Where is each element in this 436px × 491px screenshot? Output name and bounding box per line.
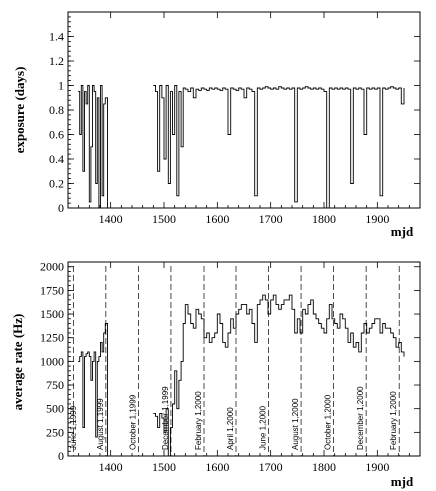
date-marker-label: February 1,2000 [389, 391, 398, 450]
rate-x-tick-label: 1600 [205, 460, 229, 474]
date-marker-label: October 1,2000 [324, 394, 333, 450]
exposure-y-tick-label: 1 [58, 79, 64, 93]
exposure-x-axis-label: mjd [391, 224, 414, 239]
exposure-x-tick-label: 1900 [365, 212, 389, 226]
rate-x-tick-label: 1800 [312, 460, 336, 474]
exposure-y-tick-label: 0.8 [49, 103, 64, 117]
date-marker-label: February 1,2000 [194, 391, 203, 450]
rate-x-tick-label: 1500 [152, 460, 176, 474]
exposure-x-tick-label: 1600 [205, 212, 229, 226]
exposure-x-tick-label: 1700 [259, 212, 283, 226]
exposure-x-tick-label: 1500 [152, 212, 176, 226]
exposure-y-tick-label: 0.6 [49, 128, 64, 142]
exposure-y-axis-label: exposure (days) [12, 67, 27, 154]
exposure-panel: 1400 1500 1600 1700 1800 1900 00.20.40.60.811… [12, 11, 421, 239]
rate-y-tick-label: 1500 [40, 307, 64, 321]
date-marker-label: June 1,1999 [69, 405, 78, 450]
rate-series-line-0 [78, 294, 405, 457]
rate-x-ticks: 1400 1500 1600 1700 1800 1900 [67, 262, 421, 474]
rate-x-tick-label: 1700 [259, 460, 283, 474]
exposure-y-tick-label: 0.2 [49, 177, 64, 191]
exposure-x-tick-label: 1800 [312, 212, 336, 226]
rate-x-tick-label: 1400 [99, 460, 123, 474]
exposure-x-ticks: 1400 1500 1600 1700 1800 1900 [67, 12, 421, 226]
exposure-y-ticks: 0 0.2 0.4 0.6 0.8 1 1.2 1.4 [49, 11, 420, 215]
rate-series [78, 294, 405, 457]
exposure-y-tick-label: 1.2 [49, 54, 64, 68]
exposure-y-tick-label: 0.4 [49, 152, 64, 166]
exposure-y-tick-label: 0 [58, 201, 64, 215]
rate-x-axis-label: mjd [391, 474, 414, 489]
rate-y-tick-label: 0 [58, 449, 64, 463]
rate-y-tick-label: 2000 [40, 260, 64, 274]
date-marker-label: October 1,1999 [128, 394, 137, 450]
rate-y-tick-label: 1750 [40, 283, 64, 297]
exposure-x-tick-label: 1400 [99, 212, 123, 226]
rate-y-axis-label: average rate (Hz) [10, 314, 25, 411]
date-marker-label: June 1,2000 [259, 405, 268, 450]
date-markers: June 1,1999 August 1,1999 October 1,1999 De… [69, 266, 400, 456]
rate-panel: June 1,1999 August 1,1999 October 1,1999 De… [10, 260, 421, 489]
rate-plot-frame [67, 261, 421, 457]
exposure-y-tick-label: 1.4 [49, 30, 64, 44]
exposure-plot-frame [67, 11, 421, 209]
date-marker-label: December 1,1999 [161, 386, 170, 450]
rate-y-tick-label: 250 [46, 425, 64, 439]
rate-y-ticks: 0 250 500 750 1000 1250 1500 1750 2000 [40, 260, 420, 463]
date-marker-label: August 1,1999 [96, 398, 105, 450]
date-marker-label: December 1,2000 [356, 386, 365, 450]
rate-y-tick-label: 750 [46, 378, 64, 392]
rate-y-tick-label: 1000 [40, 354, 64, 368]
exposure-series-line-0 [78, 85, 405, 209]
date-marker-label: August 1,2000 [291, 398, 300, 450]
exposure-series [78, 85, 405, 209]
rate-y-tick-label: 500 [46, 402, 64, 416]
rate-x-tick-label: 1900 [365, 460, 389, 474]
rate-y-tick-label: 1250 [40, 331, 64, 345]
date-marker-label: April 1,2000 [226, 407, 235, 450]
